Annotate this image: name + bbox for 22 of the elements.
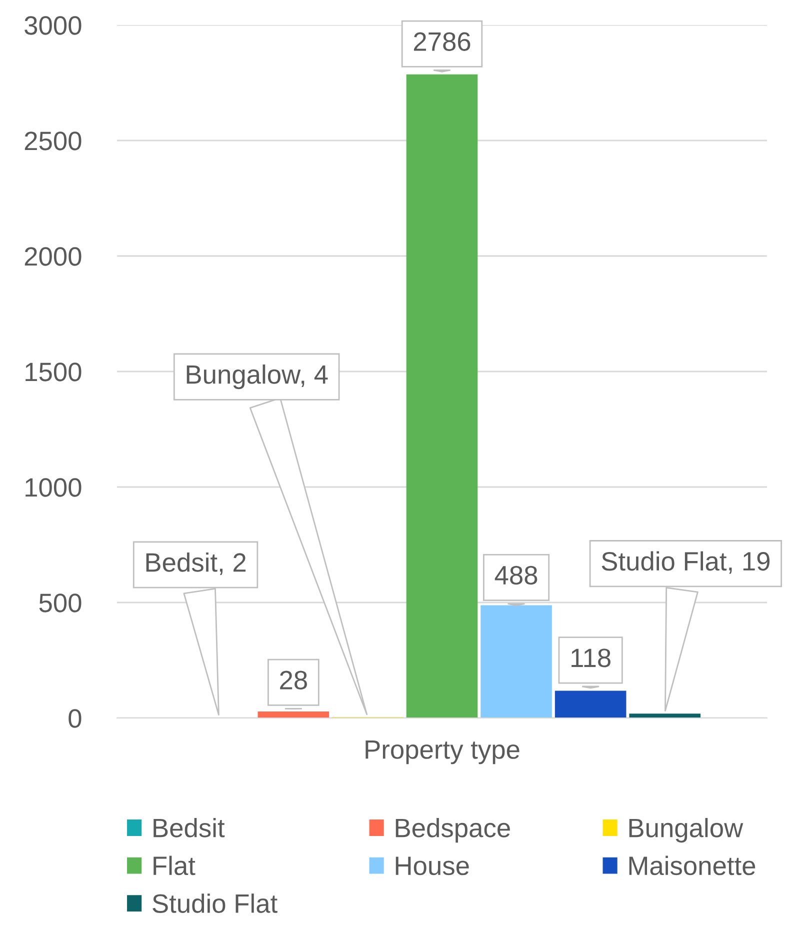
legend-label: Maisonette [629, 856, 756, 876]
legend-label: Bedsit [154, 818, 225, 838]
y-tick-label: 1500 [26, 362, 82, 382]
legend-label: Bungalow [629, 818, 744, 843]
legend-label: Flat [154, 856, 196, 876]
y-tick-label: 2500 [24, 132, 82, 150]
y-tick-label: 500 [39, 594, 82, 612]
legend-label: House [396, 856, 469, 876]
y-tick-label: 0 [68, 709, 82, 728]
data-label: 28 [280, 670, 307, 690]
legend-label: Bedspace [396, 818, 510, 843]
data-label: Bedsit, 2 [146, 552, 246, 575]
legend-label: Studio Flat [152, 894, 278, 913]
data-label: 2786 [414, 32, 470, 51]
data-label: 118 [572, 648, 610, 668]
x-axis-title: Property type [366, 740, 520, 764]
data-label: Studio Flat, 19 [602, 551, 770, 574]
y-tick-label: 2000 [24, 247, 82, 266]
y-tick-label: 1000 [26, 478, 82, 497]
y-tick-label: 3000 [24, 16, 82, 35]
data-label: 488 [494, 566, 538, 585]
data-label: Bungalow, 4 [186, 364, 328, 390]
